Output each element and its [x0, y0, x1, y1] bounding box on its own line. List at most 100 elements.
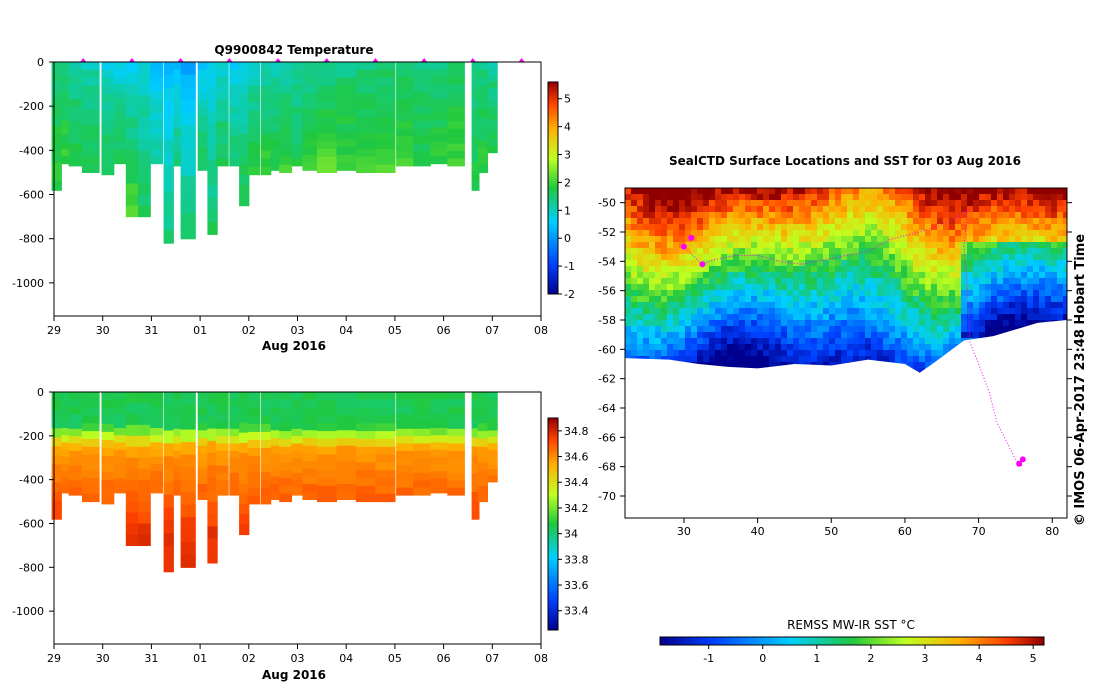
section-cell	[215, 443, 229, 452]
sst-cell	[979, 212, 985, 218]
sst-cell	[991, 236, 997, 242]
sst-cell	[727, 290, 733, 296]
section-cell	[447, 392, 465, 400]
section-cell	[197, 407, 208, 416]
sst-cell	[667, 344, 673, 350]
sst-cell	[805, 254, 811, 260]
section-cell	[138, 84, 151, 96]
sst-cell	[739, 332, 745, 338]
sst-cell	[961, 230, 967, 236]
section-cell	[247, 408, 261, 417]
section-cell	[375, 140, 396, 150]
section-cell	[101, 102, 115, 111]
x-tick-label: 02	[242, 652, 256, 665]
section-cell	[261, 70, 272, 79]
sst-cell	[799, 356, 805, 362]
section-cell	[239, 82, 250, 94]
section-cell	[336, 77, 357, 86]
sst-cell	[811, 248, 817, 254]
section-cell	[180, 429, 196, 443]
sst-cell	[685, 260, 691, 266]
sst-cell	[919, 344, 925, 350]
sst-cell	[865, 242, 871, 248]
sst-cell	[751, 296, 757, 302]
sst-cell	[895, 308, 901, 314]
sst-cell	[757, 194, 763, 200]
sst-cell	[805, 278, 811, 284]
sst-cell	[649, 284, 655, 290]
sst-cell	[655, 194, 661, 200]
sst-cell	[727, 326, 733, 332]
sst-cell	[991, 326, 997, 332]
section-cell	[82, 140, 100, 150]
sst-cell	[793, 344, 799, 350]
section-cell	[336, 392, 357, 401]
sst-cell	[961, 200, 967, 206]
sst-cell	[1039, 284, 1045, 290]
sst-cell	[811, 212, 817, 218]
section-cell	[68, 465, 84, 474]
sst-cell	[691, 302, 697, 308]
sst-cell	[859, 218, 865, 224]
sst-cell	[949, 344, 955, 350]
section-cell	[180, 200, 196, 214]
sst-cell	[685, 272, 691, 278]
sst-cell	[859, 254, 865, 260]
sst-cell	[745, 206, 751, 212]
sst-cell	[1039, 236, 1045, 242]
section-cell	[173, 84, 184, 93]
sst-cell	[853, 278, 859, 284]
sst-cell	[919, 248, 925, 254]
sst-cell	[667, 212, 673, 218]
sst-cell	[829, 320, 835, 326]
sst-cell	[1045, 188, 1051, 194]
profile-marker	[372, 58, 379, 62]
sst-cell	[673, 248, 679, 254]
section-cell	[163, 469, 174, 483]
sst-cell	[703, 248, 709, 254]
section-cell	[239, 195, 250, 207]
sst-cell	[715, 356, 721, 362]
sst-cell	[817, 230, 823, 236]
sst-cell	[703, 356, 709, 362]
sst-cell	[715, 362, 721, 368]
sst-cell	[727, 194, 733, 200]
sst-cell	[817, 326, 823, 332]
section-cell	[355, 101, 376, 110]
section-cell	[302, 415, 318, 424]
section-cell	[375, 493, 396, 503]
sst-cell	[823, 296, 829, 302]
section-cell	[215, 458, 229, 467]
sst-cell	[793, 260, 799, 266]
sst-cell	[715, 272, 721, 278]
sst-cell	[937, 272, 943, 278]
section-cell	[207, 501, 218, 515]
sst-cell	[781, 338, 787, 344]
sst-cell	[781, 356, 787, 362]
sst-cell	[769, 212, 775, 218]
sst-cell	[937, 206, 943, 212]
sst-cell	[631, 266, 637, 272]
section-cell	[302, 484, 318, 493]
sst-cell	[1045, 236, 1051, 242]
sst-cell	[1045, 224, 1051, 230]
section-cell	[207, 428, 218, 442]
sst-cell	[1027, 272, 1033, 278]
sst-cell	[673, 254, 679, 260]
section-cell	[215, 76, 229, 85]
sst-cell	[721, 338, 727, 344]
sst-cell	[781, 284, 787, 290]
sst-cell	[961, 206, 967, 212]
sst-cell	[991, 254, 997, 260]
section-cell	[317, 446, 338, 456]
sst-cell	[1009, 302, 1015, 308]
sst-cell	[685, 290, 691, 296]
sst-cell	[919, 350, 925, 356]
sst-cell	[841, 332, 847, 338]
sst-cell	[889, 314, 895, 320]
sst-cell	[667, 242, 673, 248]
sst-cell	[655, 254, 661, 260]
sst-cell	[871, 266, 877, 272]
section-cell	[396, 487, 414, 496]
section-cell	[336, 62, 357, 71]
